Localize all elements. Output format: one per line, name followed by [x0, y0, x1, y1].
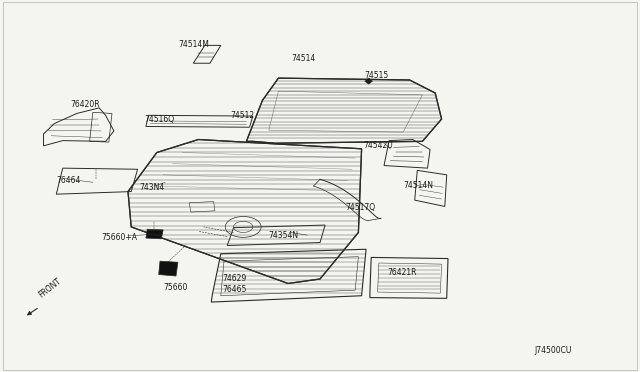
Text: J74500CU: J74500CU — [534, 346, 572, 355]
Text: 74514: 74514 — [291, 54, 316, 63]
Text: 74515: 74515 — [365, 71, 389, 80]
Bar — [189, 202, 215, 212]
Text: 74517Q: 74517Q — [346, 203, 376, 212]
Text: 74542U: 74542U — [364, 141, 393, 150]
Text: 74514N: 74514N — [403, 181, 433, 190]
Text: 74354N: 74354N — [269, 231, 299, 240]
Text: 75660+A: 75660+A — [101, 233, 137, 242]
Text: 76464: 76464 — [56, 176, 81, 185]
Polygon shape — [146, 229, 163, 239]
Text: FRONT: FRONT — [37, 276, 63, 299]
Text: 75660: 75660 — [163, 283, 188, 292]
Text: 74512: 74512 — [230, 111, 255, 120]
Text: 74629: 74629 — [223, 274, 247, 283]
Text: 76420R: 76420R — [70, 100, 100, 109]
Text: 74516Q: 74516Q — [144, 115, 174, 124]
Text: 76421R: 76421R — [387, 268, 417, 277]
Polygon shape — [365, 78, 372, 84]
Text: 74514M: 74514M — [178, 40, 209, 49]
Text: 743N4: 743N4 — [140, 183, 164, 192]
Text: 76465: 76465 — [223, 285, 247, 294]
Polygon shape — [159, 261, 178, 276]
